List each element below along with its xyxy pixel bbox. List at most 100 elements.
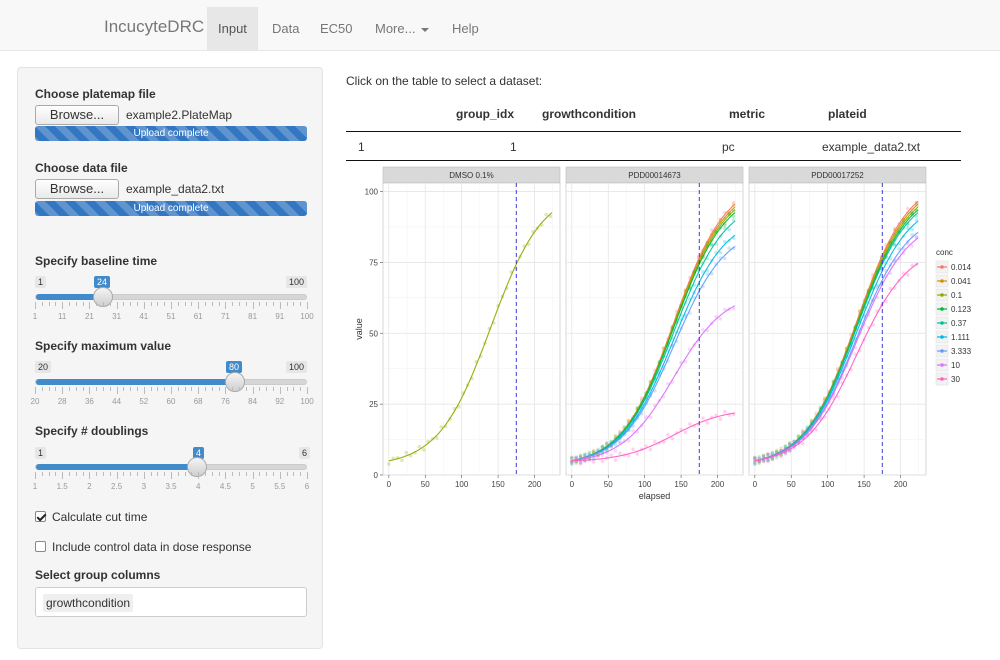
maxvalue-slider-handle[interactable] [225,372,245,392]
data-point [578,454,583,458]
slider-tick [130,302,132,306]
data-point [722,307,727,312]
slider-grid-label: 60 [166,397,176,406]
slider-tick [35,472,36,479]
data-point [753,460,757,464]
data-point [509,270,513,274]
col-header-growthcondition[interactable]: growthcondition [542,107,636,121]
data-point [626,454,631,458]
tab-input[interactable]: Input [207,7,258,50]
data-point [770,457,775,461]
slider-grid-label: 68 [193,397,203,406]
series-line [571,412,736,462]
col-header-group-idx[interactable]: group_idx [456,107,515,121]
platemap-browse-button[interactable]: Browse... [35,105,119,125]
table-header-rule [346,131,961,132]
data-point [692,270,696,274]
data-point [679,303,683,308]
data-point [526,242,531,247]
data-point [910,233,914,237]
data-point [574,456,578,461]
slider-tick [82,472,84,476]
calc-cut-time-row[interactable]: Calculate cut time [35,510,147,524]
slider-grid-label: 91 [275,312,285,321]
legend-key-point [940,321,944,325]
data-point [901,217,906,222]
data-point [500,294,505,299]
x-tick-label: 50 [421,480,430,489]
data-point [639,447,644,452]
slider-grid-label: 2.5 [111,482,123,491]
data-point [696,422,701,427]
data-point [792,439,796,444]
slider-tick [150,387,152,391]
tab-ec50-label: EC50 [320,21,353,36]
maxvalue-slider-track[interactable] [35,379,307,385]
datafile-browse-button[interactable]: Browse... [35,179,119,199]
slider-tick [157,387,159,391]
data-point [448,417,452,421]
slider-tick [130,387,132,391]
calc-cut-time-checkbox[interactable] [35,511,46,522]
data-point [618,431,622,435]
data-point [387,462,391,466]
data-point [901,251,906,256]
data-point [888,256,893,261]
data-point [731,203,736,207]
app-brand[interactable]: IncucyteDRC [104,17,205,36]
data-point [452,406,457,411]
sidebar-panel: Choose platemap file Browse... example2.… [17,67,323,649]
data-point [653,379,657,383]
data-point [604,456,609,460]
slider-grid-label: 1 [32,312,38,321]
tab-ec50[interactable]: EC50 [309,7,364,50]
data-point [413,450,417,455]
slider-tick [279,472,281,479]
col-header-metric[interactable]: metric [729,107,766,121]
slider-tick [211,387,213,391]
data-point [417,444,422,449]
include-control-checkbox[interactable] [35,541,46,552]
tab-help[interactable]: Help [452,21,479,36]
slider-tick [150,302,152,306]
slider-tick [123,302,125,306]
data-point [705,244,710,248]
data-point [770,453,775,458]
baseline-slider-track[interactable] [35,294,307,300]
data-point [487,326,492,331]
data-point [639,412,644,416]
data-point [714,262,718,267]
data-point [718,226,723,230]
group-columns-select[interactable]: growthcondition [35,587,307,617]
slider-tick [69,302,70,306]
data-point [822,415,827,419]
data-point [766,458,770,463]
doublings-slider-track[interactable] [35,464,307,470]
data-point [696,283,701,288]
tab-data[interactable]: Data [272,21,300,36]
data-point [578,460,583,465]
tab-more-dropdown[interactable]: More... [364,7,440,50]
data-point [583,453,587,458]
slider-tick [293,472,295,476]
slider-tick [252,472,254,479]
data-point [670,326,675,331]
include-control-row[interactable]: Include control data in dose response [35,540,251,554]
data-point [722,210,727,215]
slider-tick [41,302,43,306]
panel-background [565,182,744,476]
data-point [753,462,757,466]
data-point [787,442,792,446]
baseline-slider-handle[interactable] [93,287,113,307]
slider-tick [55,387,57,391]
data-point [818,405,823,410]
slider-tick [293,387,295,391]
slider-grid-label: 5.5 [274,482,286,491]
slider-tick [218,472,220,476]
slider-grid-label: 28 [57,397,67,406]
col-header-plateid[interactable]: plateid [828,107,867,121]
slider-grid-label: 36 [84,397,94,406]
data-point [892,228,897,232]
group-column-tag[interactable]: growthcondition [43,594,134,612]
data-point [705,328,710,333]
